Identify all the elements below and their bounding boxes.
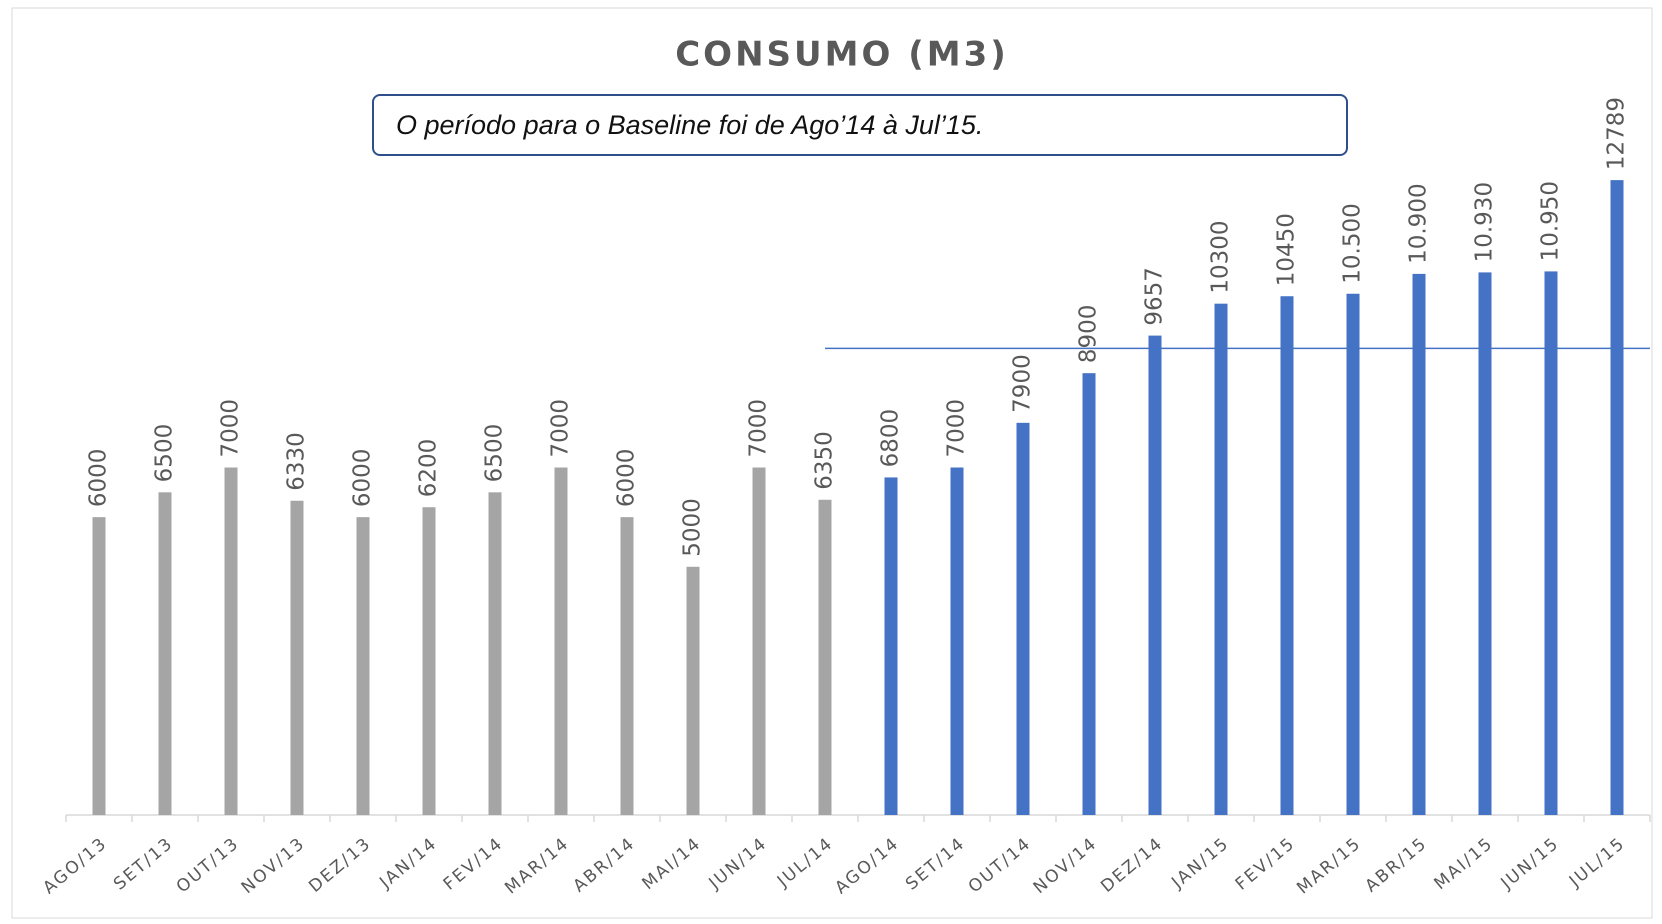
x-tick-label: JUL/14 (773, 833, 837, 892)
data-label: 6500 (482, 424, 508, 483)
bar (1214, 303, 1228, 815)
bar (356, 517, 370, 815)
x-tick-label: OUT/14 (965, 833, 1036, 897)
bar (620, 517, 634, 815)
x-tick-label: JUN/15 (1497, 833, 1564, 894)
x-tick-label: JUN/14 (705, 833, 772, 894)
data-label: 10.950 (1538, 181, 1564, 261)
data-label: 10300 (1208, 221, 1234, 294)
data-label: 7000 (218, 399, 244, 458)
chart-frame (11, 7, 1653, 919)
bar (950, 467, 964, 815)
x-tick-label: AGO/13 (39, 833, 111, 898)
data-label: 7000 (746, 399, 772, 458)
data-label: 5000 (680, 498, 706, 557)
bar (1016, 422, 1030, 815)
x-tick-label: MAI/15 (1430, 833, 1497, 894)
bar (884, 477, 898, 815)
data-label: 6000 (614, 449, 640, 508)
bar (818, 499, 832, 815)
x-tick-label: AGO/14 (831, 833, 903, 898)
data-label: 10.930 (1472, 182, 1498, 262)
x-tick-label: JAN/14 (375, 833, 441, 893)
bar (1346, 293, 1360, 815)
bar (224, 467, 238, 815)
x-tick-label: MAR/14 (501, 833, 573, 898)
bar (488, 492, 502, 815)
x-tick-label: ABR/14 (570, 833, 640, 896)
data-label: 7000 (944, 399, 970, 458)
bar (1280, 296, 1294, 815)
data-label: 6350 (812, 431, 838, 490)
data-label: 6500 (152, 424, 178, 483)
x-tick-label: DEZ/14 (1097, 833, 1167, 896)
x-tick-label: NOV/13 (238, 833, 310, 898)
data-label: 6800 (878, 409, 904, 468)
bar (1610, 180, 1624, 815)
x-tick-label: DEZ/13 (305, 833, 375, 896)
bar (422, 507, 436, 815)
x-tick-label: NOV/14 (1030, 833, 1102, 898)
bar (92, 517, 106, 815)
data-label: 7900 (1010, 354, 1036, 413)
data-label: 8900 (1076, 305, 1102, 364)
bar (752, 467, 766, 815)
bar (686, 566, 700, 815)
data-label: 6330 (284, 432, 310, 491)
data-label: 10.500 (1340, 203, 1366, 283)
bar (1412, 273, 1426, 816)
x-tick-label: JAN/15 (1167, 833, 1233, 893)
data-label: 10.900 (1406, 183, 1432, 263)
x-tick-label: FEV/14 (440, 833, 508, 894)
annotation: O período para o Baseline foi de Ago’14 … (372, 94, 1348, 156)
bar (1082, 373, 1096, 815)
data-label: 7000 (548, 399, 574, 458)
data-label: 10450 (1274, 213, 1300, 286)
x-tick-label: OUT/13 (173, 833, 244, 897)
bar (1544, 271, 1558, 815)
data-label: 6200 (416, 439, 442, 498)
x-tick-label: SET/13 (110, 833, 177, 894)
bar (158, 492, 172, 815)
data-label: 6000 (350, 449, 376, 508)
x-tick-label: FEV/15 (1232, 833, 1300, 894)
bar (1478, 272, 1492, 815)
x-tick-label: MAI/14 (638, 833, 705, 894)
x-tick-label: ABR/15 (1362, 833, 1432, 896)
x-tick-label: MAR/15 (1293, 833, 1365, 898)
bar (1148, 335, 1162, 815)
data-label: 12789 (1604, 97, 1630, 170)
chart-title: CONSUMO (M3) (675, 35, 1009, 75)
bar (290, 500, 304, 815)
data-label: 6000 (86, 449, 112, 508)
x-tick-label: SET/14 (902, 833, 969, 894)
x-tick-label: JUL/15 (1565, 833, 1629, 892)
data-label: 9657 (1142, 267, 1168, 326)
bar (554, 467, 568, 815)
